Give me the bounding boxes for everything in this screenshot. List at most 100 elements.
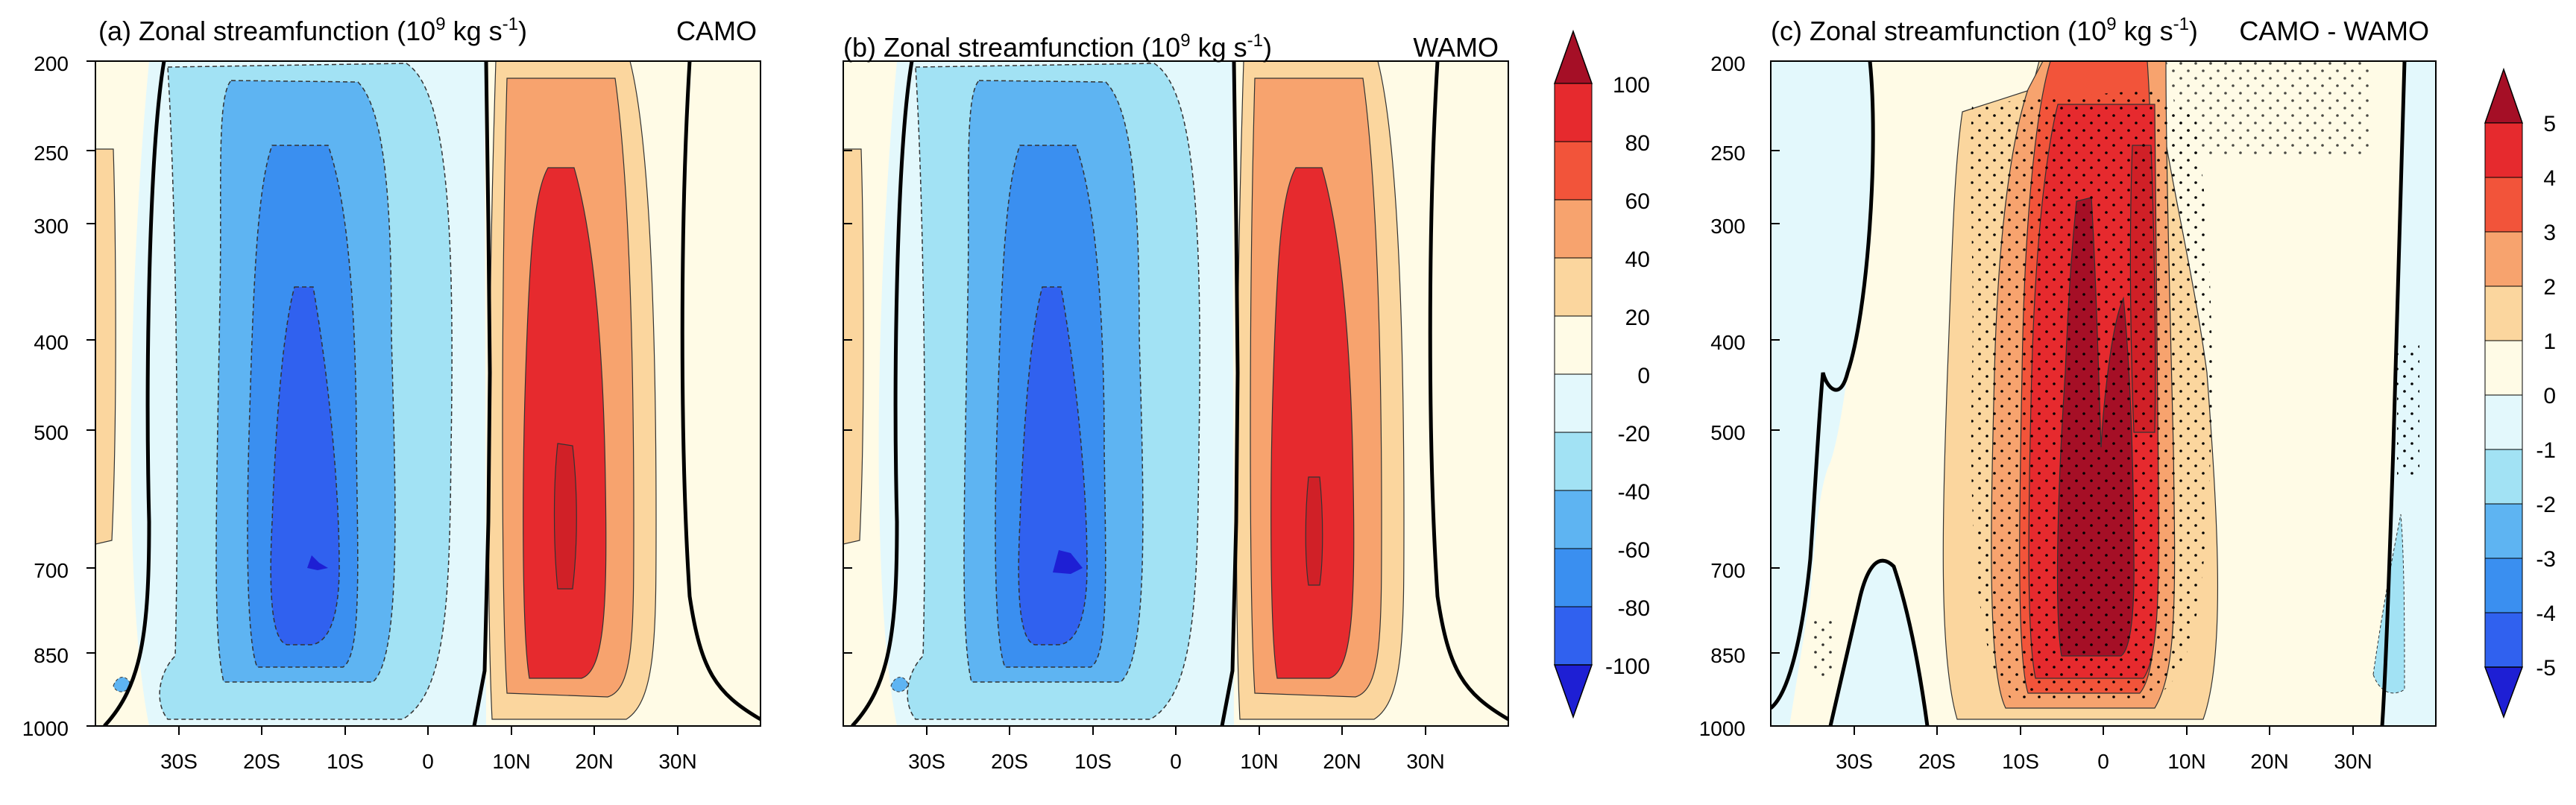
colorbar-segment (2484, 558, 2523, 613)
x-tick-label: 10S (2002, 750, 2039, 773)
x-tick-label: 30S (908, 750, 945, 773)
colorbar-labels: 5 4 3 2 1 0 -1 -2 -3 -4 -5 (2536, 112, 2556, 681)
panel-c-title: (c) Zonal streamfunction (109 kg s-1) (1771, 14, 2198, 46)
colorbar-segment (2484, 231, 2523, 287)
x-tick-label: 10S (327, 750, 364, 773)
colorbar-label: 60 (1625, 189, 1650, 214)
colorbar-segment (1554, 83, 1593, 142)
panel-a-y-ticks (86, 60, 95, 727)
colorbar-segment (2484, 285, 2523, 341)
colorbar-label: -4 (2536, 602, 2556, 626)
colorbar-segment (1554, 257, 1593, 317)
panel-a-title: (a) Zonal streamfunction (109 kg s-1) (98, 14, 527, 46)
colorbar-label: 5 (2543, 112, 2556, 136)
title-unit-exponent: -1 (1247, 31, 1263, 51)
panel-b: 30S 20S 10S 0 10N 20N 30N (b) Zonal stre… (843, 31, 1509, 773)
panel-b-plot (843, 61, 1508, 726)
colorbar-segment (1554, 199, 1593, 259)
colorbar-segment (1554, 432, 1593, 491)
colorbar-segment (2484, 177, 2523, 233)
y-tick-label: 250 (34, 142, 69, 165)
y-tick-label: 850 (34, 644, 69, 667)
panel-b-x-ticks (926, 726, 1426, 735)
x-tick-label: 10N (1240, 750, 1278, 773)
x-tick-label: 0 (1170, 750, 1182, 773)
panel-a-zero-contour-center (472, 61, 492, 726)
panel-c-y-ticks (1771, 150, 1780, 654)
colorbar-streamfunction: 100 80 60 40 20 0 -20 -40 -60 -80 -100 (1553, 29, 1650, 719)
panel-c-zero-contour-west (1771, 61, 1875, 710)
title-close: ) (1263, 32, 1272, 63)
y-tick-label: 700 (34, 559, 69, 582)
colorbar-difference: 5 4 3 2 1 0 -1 -2 -3 -4 -5 (2484, 67, 2556, 719)
panel-a-max-center (553, 443, 577, 590)
panel-c-stippling-east (2397, 343, 2419, 477)
colorbar-top-arrow (2484, 67, 2524, 124)
colorbar-label: 20 (1625, 306, 1650, 330)
colorbar-label: -100 (1605, 654, 1650, 679)
x-tick-label: 10N (492, 750, 530, 773)
title-unit-exponent: -1 (503, 14, 518, 34)
x-tick-label: 10N (2167, 750, 2205, 773)
title-lead: (c) Zonal streamfunction (10 (1771, 16, 2106, 46)
colorbar-segment (2484, 449, 2523, 505)
colorbar-segment (1554, 490, 1593, 549)
y-tick-label: 400 (34, 331, 69, 354)
title-unit-exponent: -1 (2173, 14, 2189, 34)
panel-b-min-center (1053, 550, 1083, 574)
colorbar-label: -3 (2536, 547, 2556, 572)
colorbar-top-arrow (1553, 29, 1593, 84)
panel-b-zero-contour-west (851, 61, 914, 726)
colorbar-label: 3 (2543, 221, 2556, 245)
panel-b-label: WAMO (1413, 32, 1499, 63)
colorbar-label: -5 (2536, 656, 2556, 681)
panel-a-min-center (307, 555, 328, 570)
panel-b-pos-60-contour (1270, 167, 1355, 679)
colorbar-labels: 100 80 60 40 20 0 -20 -40 -60 -80 -100 (1605, 73, 1650, 679)
colorbar-segment (1554, 141, 1593, 201)
colorbar-segment (1554, 548, 1593, 607)
panel-a-pos-60-contour (523, 167, 607, 679)
colorbar-label: -40 (1618, 480, 1650, 505)
colorbar-label: -80 (1618, 596, 1650, 621)
panel-a-neg-80-contour (270, 286, 340, 645)
title-close: ) (518, 16, 527, 46)
panel-a-x-labels: 30S 20S 10S 0 10N 20N 30N (160, 750, 697, 773)
title-lead: (b) Zonal streamfunction (10 (843, 32, 1180, 63)
colorbar-segment (1554, 315, 1593, 375)
panel-a-sh-edge-positive (95, 148, 116, 545)
panel-b-x-labels: 30S 20S 10S 0 10N 20N 30N (908, 750, 1445, 773)
panel-b-zero-contour-center (1220, 61, 1240, 726)
panel-a-plot (95, 61, 760, 726)
colorbar-label: 4 (2543, 166, 2556, 191)
y-tick-label: 200 (1710, 52, 1745, 75)
panel-c-zero-contour-west-2 (1828, 558, 1930, 726)
y-tick-label: 1000 (1699, 717, 1745, 740)
colorbar-label: 0 (1637, 364, 1650, 388)
panel-a-y-labels: 200 250 300 400 500 700 850 1000 (22, 52, 69, 740)
panel-c-label: CAMO - WAMO (2239, 16, 2429, 46)
colorbar-label: 1 (2543, 329, 2556, 354)
panel-a-x-ticks (178, 726, 678, 735)
panel-c-x-labels: 30S 20S 10S 0 10N 20N 30N (1836, 750, 2372, 773)
panel-c-y-labels: 200 250 300 400 500 700 850 1000 (1699, 52, 1745, 740)
panel-b-corner-blob (890, 677, 909, 692)
y-tick-label: 700 (1710, 559, 1745, 582)
x-tick-label: 20N (575, 750, 613, 773)
panel-b-max-center (1305, 476, 1323, 586)
colorbar-segment (2484, 340, 2523, 396)
panel-b-title: (b) Zonal streamfunction (109 kg s-1) (843, 31, 1272, 63)
title-exponent: 9 (1180, 31, 1190, 51)
y-tick-label: 500 (34, 421, 69, 444)
y-tick-label: 300 (1710, 215, 1745, 238)
x-tick-label: 20N (2250, 750, 2288, 773)
panel-b-y-ticks (843, 150, 852, 654)
colorbar-label: 0 (2543, 384, 2556, 408)
x-tick-label: 10S (1074, 750, 1112, 773)
colorbar-segment (2484, 612, 2523, 668)
colorbar-label: 40 (1625, 247, 1650, 272)
panel-c-stippling (1971, 89, 2212, 701)
colorbar-bottom-arrow (2484, 666, 2524, 719)
colorbar-segment (2484, 394, 2523, 450)
